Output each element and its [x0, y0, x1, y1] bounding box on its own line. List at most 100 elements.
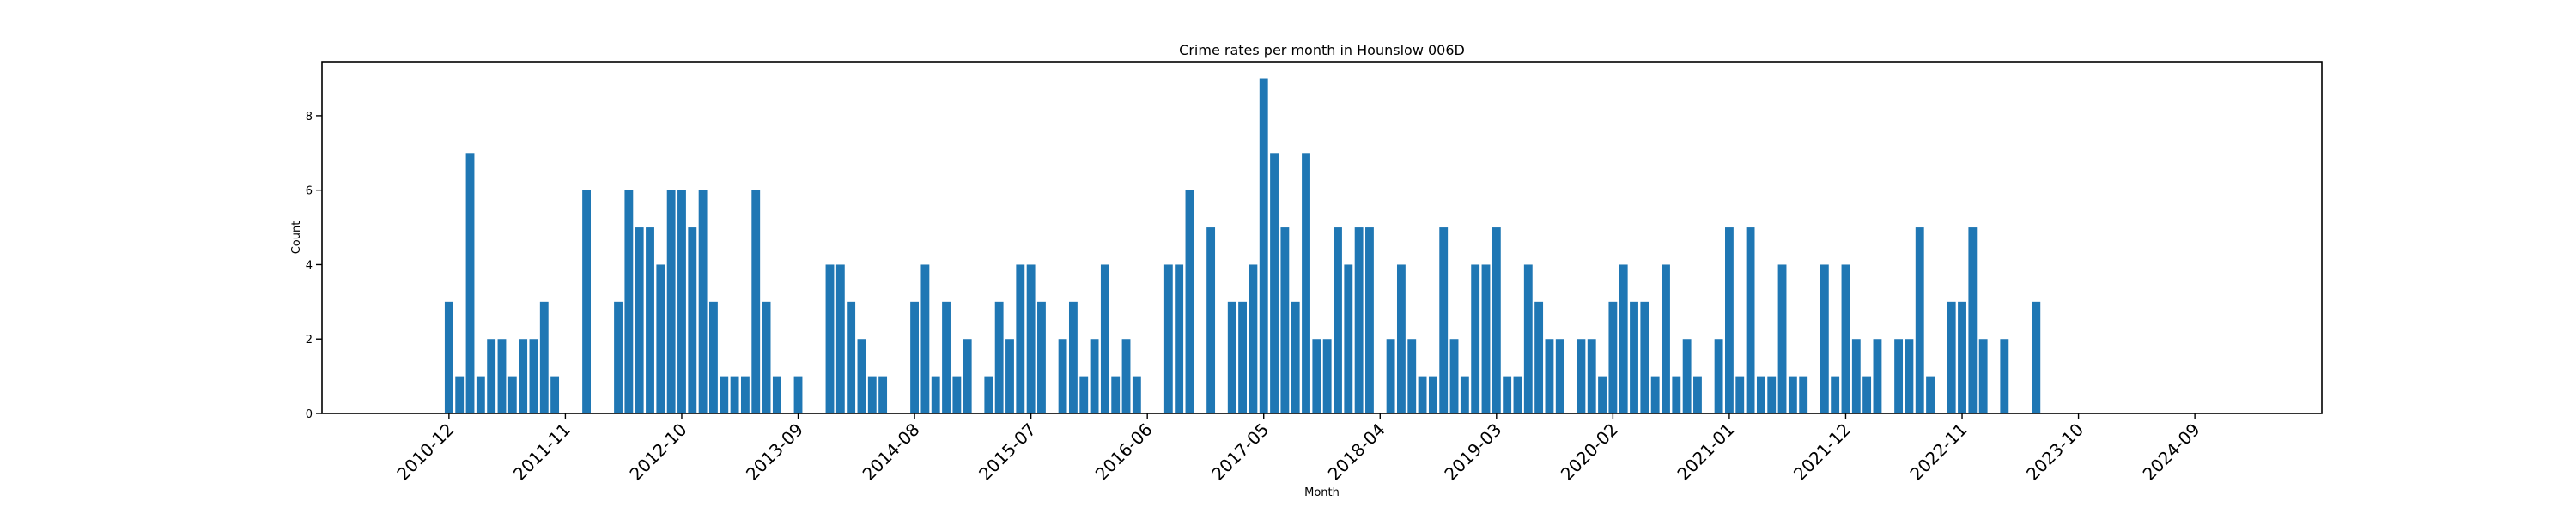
bar: [1598, 376, 1607, 413]
bar: [1227, 301, 1236, 413]
bar: [1386, 339, 1395, 413]
bar: [1079, 376, 1089, 413]
bar: [1788, 376, 1797, 413]
bar: [1090, 339, 1099, 413]
bar: [1958, 301, 1966, 413]
bar: [656, 264, 665, 413]
bar: [1334, 227, 1342, 413]
bar: [1894, 339, 1904, 413]
bar: [1175, 264, 1184, 413]
bar: [1322, 339, 1332, 413]
bar: [1693, 376, 1702, 413]
bar: [539, 301, 549, 413]
bar: [825, 264, 835, 413]
bar: [920, 264, 930, 413]
bar: [1820, 264, 1829, 413]
bar: [1662, 264, 1670, 413]
plot-frame: [321, 61, 2323, 414]
bar: [1026, 264, 1036, 413]
bar: [1513, 376, 1522, 413]
bar: [1471, 264, 1480, 413]
bar: [1163, 264, 1173, 413]
bar: [1016, 264, 1025, 413]
bar: [835, 264, 845, 413]
bar: [1037, 301, 1046, 413]
bar: [1799, 376, 1808, 413]
bar: [1058, 339, 1067, 413]
bar: [582, 190, 591, 413]
bar: [1259, 78, 1268, 414]
bar: [1640, 301, 1649, 413]
bar: [1249, 264, 1258, 413]
bar: [519, 339, 528, 413]
bar: [1439, 227, 1449, 413]
bar: [1672, 376, 1681, 413]
bar: [963, 339, 972, 413]
bar: [1312, 339, 1321, 413]
bar: [1587, 339, 1596, 413]
bar: [1841, 264, 1850, 413]
bar: [624, 190, 634, 413]
bar: [857, 339, 866, 413]
bar: [1302, 153, 1310, 414]
bar: [762, 301, 771, 413]
bar: [1344, 264, 1353, 413]
bar: [1905, 339, 1914, 413]
bar: [1460, 376, 1469, 413]
bar: [1428, 376, 1437, 413]
bar: [614, 301, 623, 413]
bar: [444, 301, 453, 413]
bar: [1354, 227, 1364, 413]
chart-title: Crime rates per month in Hounslow 006D: [1179, 42, 1465, 58]
bar: [1756, 376, 1765, 413]
bar: [465, 153, 475, 414]
bar: [646, 227, 654, 413]
y-tick-label: 2: [306, 334, 313, 347]
bar: [1132, 376, 1141, 413]
bar: [1978, 339, 1988, 413]
bar: [910, 301, 919, 413]
y-tick-label: 8: [306, 111, 313, 124]
bar: [698, 190, 708, 413]
bar: [1185, 190, 1194, 413]
bar: [867, 376, 877, 413]
bar: [1650, 376, 1660, 413]
bar: [994, 301, 1004, 413]
bar: [740, 376, 750, 413]
bar: [847, 301, 856, 413]
bar: [1619, 264, 1628, 413]
bar: [878, 376, 888, 413]
bar: [1851, 339, 1861, 413]
bar: [550, 376, 560, 413]
bar: [1503, 376, 1512, 413]
bar: [1873, 339, 1882, 413]
bar: [730, 376, 739, 413]
bar: [688, 227, 697, 413]
bar: [1100, 264, 1109, 413]
bar: [1121, 339, 1131, 413]
bar: [1608, 301, 1618, 413]
bar: [1492, 227, 1501, 413]
bar: [931, 376, 940, 413]
bar: [942, 301, 951, 413]
bar: [751, 190, 761, 413]
bar: [709, 301, 718, 413]
y-tick-label: 6: [306, 185, 313, 198]
bar: [677, 190, 686, 413]
bar: [1831, 376, 1840, 413]
bar: [1280, 227, 1290, 413]
bar: [507, 376, 517, 413]
bar: [1005, 339, 1014, 413]
bar: [1481, 264, 1491, 413]
bar: [1534, 301, 1544, 413]
bar: [1767, 376, 1777, 413]
bar: [1111, 376, 1121, 413]
bar: [2000, 339, 2009, 413]
bar: [1206, 227, 1216, 413]
bar: [1862, 376, 1872, 413]
bar: [1577, 339, 1586, 413]
bar: [497, 339, 507, 413]
bar: [1068, 301, 1078, 413]
